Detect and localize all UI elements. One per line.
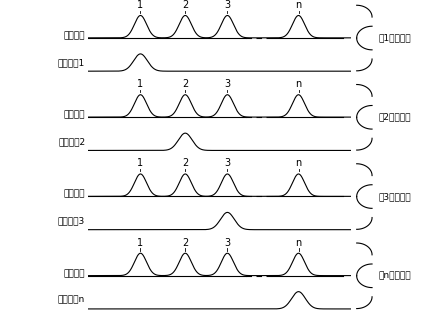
Text: 2: 2 <box>182 79 188 89</box>
Text: n: n <box>295 0 301 10</box>
Text: 1: 1 <box>137 158 143 168</box>
Text: 3: 3 <box>224 79 230 89</box>
Text: 参考脉冲n: 参考脉冲n <box>58 296 85 305</box>
Text: 参考脉冲3: 参考脉冲3 <box>58 217 85 225</box>
Text: 2: 2 <box>182 158 188 168</box>
Text: 3: 3 <box>224 158 230 168</box>
Text: 3: 3 <box>224 238 230 248</box>
Text: 1: 1 <box>137 79 143 89</box>
Text: 序列脉冲: 序列脉冲 <box>64 269 85 278</box>
Text: 序列脉冲: 序列脉冲 <box>64 31 85 40</box>
Text: n: n <box>295 79 301 89</box>
Text: 序列脉冲: 序列脉冲 <box>64 110 85 120</box>
Text: 参考脉冲2: 参考脉冲2 <box>58 137 85 146</box>
Text: 参考脉冲1: 参考脉冲1 <box>58 58 85 67</box>
Text: 2: 2 <box>182 0 188 10</box>
Text: 1: 1 <box>137 238 143 248</box>
Text: 序列脉冲: 序列脉冲 <box>64 190 85 199</box>
Text: n: n <box>295 158 301 168</box>
Text: n: n <box>295 238 301 248</box>
Text: 2: 2 <box>182 238 188 248</box>
Text: 1: 1 <box>137 0 143 10</box>
Text: 第1帧示波图: 第1帧示波图 <box>378 34 410 42</box>
Text: 第3帧示波图: 第3帧示波图 <box>378 192 410 201</box>
Text: 3: 3 <box>224 0 230 10</box>
Text: 第2帧示波图: 第2帧示波图 <box>378 113 410 122</box>
Text: 第n帧示波图: 第n帧示波图 <box>378 271 410 280</box>
